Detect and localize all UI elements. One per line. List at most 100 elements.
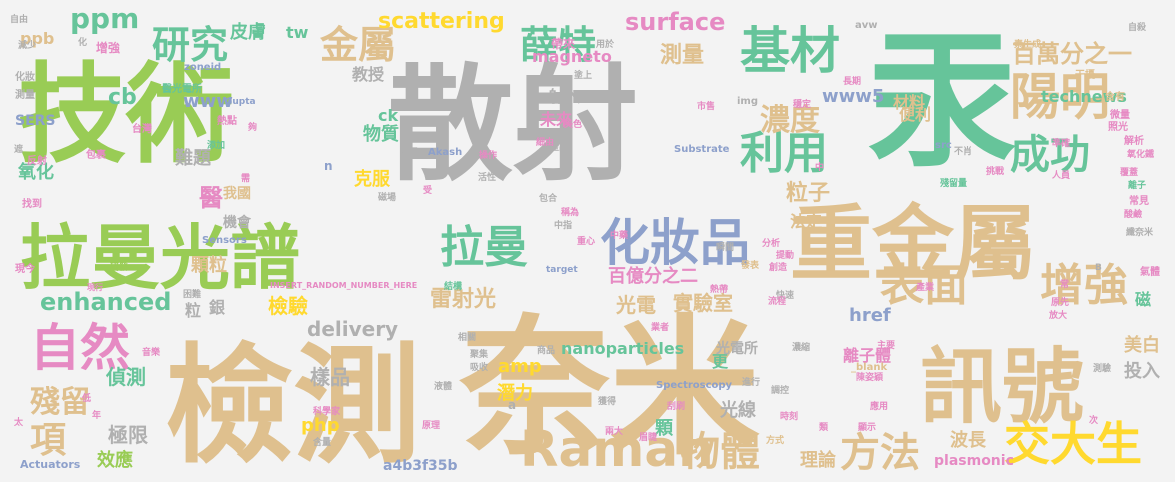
cloud-word: 測量 [660,43,704,68]
cloud-word: 準確 [1052,137,1070,149]
cloud-word: 利用 [740,128,828,179]
cloud-word: 汞 [868,15,1016,187]
cloud-word: 氧化 [17,161,54,183]
cloud-word: 長期 [843,75,861,87]
cloud-word: 顆粒 [191,254,227,276]
cloud-word: 醫光電所 [162,82,202,95]
cloud-word: 項 [30,420,67,461]
cloud-word: 銀 [209,298,225,317]
cloud-word: 酸鹼 [1124,208,1143,220]
cloud-word: 找到 [22,197,42,210]
cloud-word: 濃縮 [792,341,810,353]
cloud-word: ppb [20,29,54,48]
cloud-word: 百萬分之一 [1012,40,1132,68]
cloud-word: 拉曼 [440,222,528,273]
cloud-word: 物質 [363,123,399,145]
cloud-word: 包合 [538,192,558,204]
cloud-word: 教授 [352,65,385,84]
cloud-word: 結構 [444,280,462,292]
cloud-word: 活性 [478,171,496,183]
cloud-word: nanoparticles [561,339,684,358]
cloud-word: 美色 [564,118,582,130]
cloud-word: 自由 [10,13,28,25]
cloud-word: SERS [15,113,56,129]
cloud-word: 光線 [719,399,756,421]
cloud-word: Substrate [674,144,730,155]
cloud-word: _blank [851,362,887,373]
cloud-word: 磁場 [378,191,396,203]
cloud-word: 獲得 [598,395,616,407]
cloud-word: 檢測 [165,332,421,481]
cloud-word: 反射 [27,154,47,167]
cloud-word: 相關 [458,331,476,343]
cloud-word: 化 [78,36,87,48]
cloud-word: Raman [520,420,714,478]
cloud-word: magneto [532,47,612,66]
cloud-word: 方式 [766,434,784,446]
cloud-word: 兩大 [605,425,623,437]
cloud-word: ppm [70,2,139,35]
cloud-word: 射入 [547,87,580,106]
cloud-word: 細由 [536,136,554,148]
cloud-word: 中指 [554,219,572,231]
cloud-word: href [849,305,891,326]
cloud-word: 照光 [1108,120,1128,133]
cloud-word: 中 [815,161,824,173]
cloud-word: 受 [423,184,432,196]
cloud-word: delivery [307,317,398,341]
cloud-word: 顆 [655,418,674,439]
cloud-word: 成功 [1010,132,1090,178]
cloud-word: 台灣 [132,122,152,135]
cloud-word: 帶來 [551,36,575,51]
cloud-word: 材料 [893,93,925,112]
cloud-word: 效應 [97,449,133,471]
cloud-word: 測量 [15,88,35,101]
cloud-word: 需 [241,173,250,184]
cloud-word: 增強 [96,40,120,55]
cloud-word: 偵測 [105,365,146,389]
cloud-word: 含量 [312,436,331,448]
cloud-word: a [508,398,516,412]
cloud-word: 中藥 [610,229,629,241]
cloud-word: 市售 [697,100,715,112]
cloud-word: 發表 [740,259,760,271]
cloud-word: 化妝品 [600,214,750,272]
cloud-word: 進行 [742,376,760,388]
cloud-word: 穩定 [792,98,812,110]
cloud-word: 拉曼光譜 [20,217,300,299]
cloud-word: 用於 [595,38,615,50]
cloud-word: 磁 [1135,290,1151,309]
cloud-word: ck [378,106,398,125]
cloud-word: 調控 [771,384,789,396]
cloud-word: 研究 [152,23,228,67]
cloud-word: Actuators [20,458,81,471]
cloud-word: 提動 [776,249,794,261]
cloud-word: 難題 [175,147,212,169]
cloud-word: img [737,96,758,107]
cloud-word: 業者 [650,321,669,333]
cloud-word: 離子 [1128,179,1146,191]
cloud-word: 類 [818,421,829,433]
cloud-word: 含有 [1105,90,1125,103]
cloud-word: 殘留 [30,385,90,420]
cloud-word: Spectroscopy [656,380,733,391]
cloud-word: 雷射光 [430,286,496,312]
cloud-word: tw [286,23,309,42]
cloud-word: 氧化鐵 [1126,148,1154,160]
cloud-word: 快速 [776,289,794,301]
cloud-word: 人員 [1051,169,1070,181]
cloud-word: 音樂 [142,346,161,358]
cloud-word: 理論 [800,449,837,471]
cloud-word: n [324,159,333,173]
cloud-word: 常見 [1129,194,1149,207]
cloud-word: 物體 [680,429,760,475]
cloud-word: 包裹 [86,148,107,161]
cloud-word: 科學家 [313,405,341,417]
cloud-word: 散射 [388,53,638,198]
cloud-word: 商品 [537,344,555,356]
cloud-word: 現今 [15,262,36,275]
cloud-word: 瞬間 [716,241,734,253]
cloud-word: 原理 [422,420,440,431]
cloud-word: 覆蓋 [1120,166,1138,178]
